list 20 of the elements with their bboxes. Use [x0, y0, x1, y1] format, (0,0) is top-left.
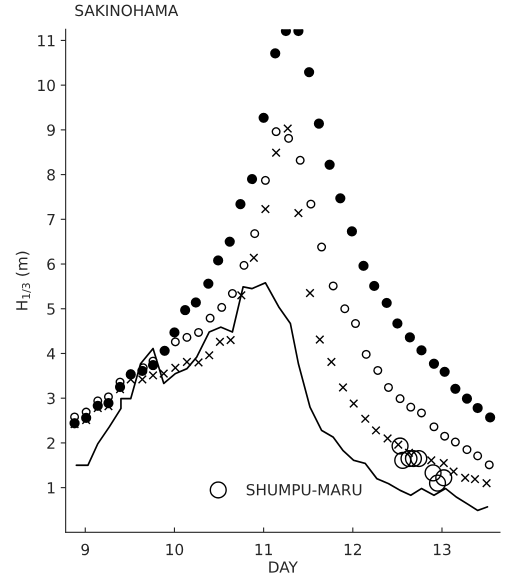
- y-tick-label: 4: [46, 348, 56, 360]
- chart-title: SAKINOHAMA: [75, 4, 178, 16]
- y-axis-title: H$_{1/3}$ (m): [16, 252, 31, 310]
- legend-label: SHUMPU-MARU: [246, 484, 362, 496]
- y-tick-label: 3: [47, 392, 55, 404]
- x-tick-label: 11: [256, 544, 272, 556]
- y-tick-label: 7: [47, 214, 55, 226]
- y-tick-label: 2: [47, 437, 54, 449]
- y-tick-label: 10: [38, 80, 55, 92]
- y-tick-label: 1: [48, 482, 55, 494]
- x-axis-title: DAY: [269, 561, 298, 573]
- y-tick-label: 9: [47, 124, 55, 136]
- x-tick-label: 10: [166, 544, 184, 556]
- y-tick-label: 8: [47, 169, 55, 181]
- y-tick-label: 5: [47, 303, 55, 315]
- x-tick-label: 9: [81, 544, 90, 556]
- x-tick-label: 13: [434, 544, 450, 556]
- x-tick-label: 12: [344, 544, 361, 556]
- y-tick-label: 6: [47, 258, 55, 270]
- y-tick-label: 11: [38, 35, 55, 46]
